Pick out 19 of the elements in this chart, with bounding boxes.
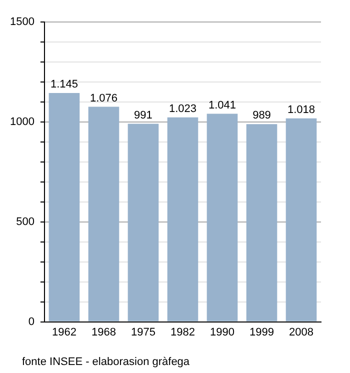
x-tick-label: 1962 (52, 326, 76, 338)
x-tick-label: 1975 (130, 326, 156, 338)
x-tick-label: 1968 (91, 326, 116, 338)
data-label: 1.023 (168, 102, 196, 115)
data-label: 989 (252, 110, 271, 122)
data-label: 1.145 (50, 78, 78, 90)
y-tick-label: 0 (28, 316, 34, 328)
x-tick-label: 2008 (289, 326, 314, 338)
source-note: fonte INSEE - elaborasion gràfega (22, 356, 190, 368)
data-label: 1.076 (90, 92, 118, 104)
x-tick-label: 1982 (170, 326, 195, 338)
x-tick-label: 1999 (250, 326, 274, 338)
y-tick-label: 500 (16, 216, 34, 228)
data-label: 991 (134, 109, 152, 122)
y-tick-label: 1000 (10, 116, 34, 128)
y-tick-label: 1500 (10, 16, 34, 28)
data-label: 1.041 (208, 99, 236, 112)
x-tick-label: 1990 (210, 326, 234, 338)
data-label: 1.018 (287, 104, 316, 116)
